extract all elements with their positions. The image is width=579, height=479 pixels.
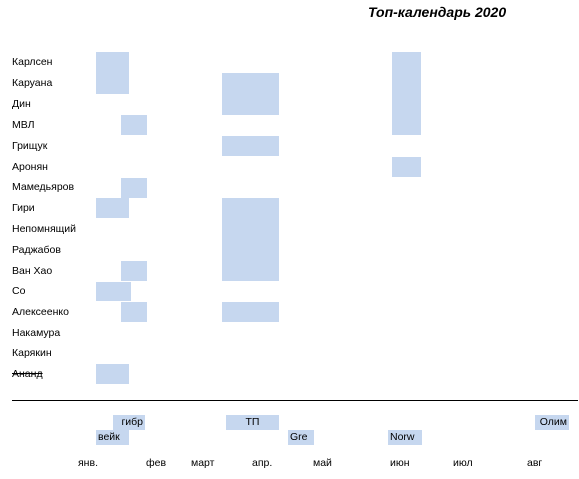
player-name: Ван Хао — [12, 265, 53, 277]
participation-block — [121, 115, 147, 135]
participation-block — [222, 136, 279, 156]
participation-block — [222, 302, 279, 322]
participation-block — [96, 282, 131, 301]
participation-block — [222, 73, 279, 94]
event-label-olympiad: Олим — [535, 415, 569, 430]
player-name: Раджабов — [12, 244, 61, 256]
player-name: Накамура — [12, 327, 61, 339]
participation-block — [222, 219, 279, 240]
month-label: июл — [453, 457, 473, 469]
event-label-candidates: ТП — [226, 415, 279, 430]
player-name: Аронян — [12, 161, 48, 173]
event-label-wijk: вейк — [96, 430, 129, 445]
participation-block — [392, 52, 421, 73]
player-name: Мамедьяров — [12, 181, 75, 193]
participation-block — [96, 73, 129, 94]
month-label: авг — [527, 457, 543, 469]
player-name: Каруана — [12, 77, 53, 89]
participation-block — [222, 240, 279, 261]
participation-block — [121, 178, 147, 198]
player-name: Гири — [12, 202, 35, 214]
month-label: фев — [146, 457, 167, 469]
player-name: Алексеенко — [12, 306, 69, 318]
player-name: Дин — [12, 98, 31, 110]
participation-block — [121, 302, 147, 322]
month-label: июн — [390, 457, 410, 469]
participation-block — [222, 198, 279, 219]
participation-block — [392, 157, 421, 177]
participation-block — [392, 73, 421, 94]
participation-block — [96, 198, 129, 218]
participation-block — [96, 52, 129, 73]
player-name: Карякин — [12, 347, 52, 359]
event-label-norway: Norw — [388, 430, 422, 445]
timeline-divider — [12, 400, 578, 401]
participation-block — [96, 364, 129, 384]
player-name-struck: Ананд — [12, 368, 43, 380]
participation-block — [392, 115, 421, 135]
player-name: Со — [12, 285, 26, 297]
participation-block — [392, 94, 421, 115]
participation-block — [222, 94, 279, 115]
player-name: Непомнящий — [12, 223, 77, 235]
player-name: МВЛ — [12, 119, 35, 131]
event-label-grenke: Gre — [288, 430, 314, 445]
month-label: март — [191, 457, 215, 469]
page-title: Топ-календарь 2020 — [368, 4, 507, 20]
event-label-gibraltar: гибр — [113, 415, 145, 430]
participation-block — [222, 261, 279, 281]
participation-block — [121, 261, 147, 281]
month-label: янв. — [78, 457, 98, 469]
month-label: апр. — [252, 457, 273, 469]
player-name: Карлсен — [12, 56, 53, 68]
month-label: май — [313, 457, 332, 469]
player-name: Грищук — [12, 140, 48, 152]
